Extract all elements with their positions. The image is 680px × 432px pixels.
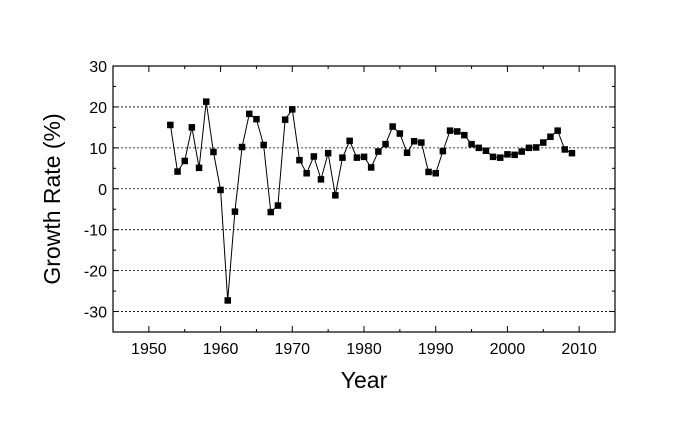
data-point xyxy=(296,156,303,164)
data-point xyxy=(324,149,332,157)
data-point xyxy=(561,146,568,153)
data-point xyxy=(367,164,375,171)
x-tick-label: 1990 xyxy=(418,341,454,358)
data-point xyxy=(224,297,231,304)
data-point xyxy=(210,148,217,156)
data-point xyxy=(246,110,253,118)
tick-label-layer: -30 -20 -10 0 10 20 30 1950 1960 1970 1980 1990 2000… xyxy=(84,59,597,358)
data-point xyxy=(504,151,511,158)
data-point xyxy=(540,139,547,146)
data-point xyxy=(260,141,267,149)
x-tick-label: 1960 xyxy=(203,341,239,358)
data-point xyxy=(511,151,518,159)
data-point xyxy=(217,186,224,194)
data-point xyxy=(547,133,554,140)
y-tick-label: 10 xyxy=(89,141,107,158)
data-point xyxy=(346,137,353,145)
data-point xyxy=(231,208,239,215)
x-tick-label: 1980 xyxy=(346,341,382,358)
data-point xyxy=(203,98,210,105)
data-point xyxy=(446,127,454,134)
data-point xyxy=(181,157,188,165)
data-point xyxy=(339,154,346,161)
data-point xyxy=(267,208,274,216)
data-point xyxy=(568,149,576,157)
data-point xyxy=(432,170,439,177)
x-tick-label: 1970 xyxy=(274,341,310,358)
data-point xyxy=(425,168,432,176)
data-point xyxy=(174,168,181,175)
data-point xyxy=(375,148,382,155)
data-point xyxy=(418,139,425,146)
y-tick-label: 0 xyxy=(98,182,107,199)
data-point xyxy=(518,148,525,155)
y-tick-label: 20 xyxy=(89,100,107,117)
data-point xyxy=(525,144,533,152)
x-tick-label: 1950 xyxy=(131,341,167,358)
marker-layer xyxy=(167,98,576,304)
data-point xyxy=(396,130,404,137)
data-point xyxy=(238,143,246,151)
tick-layer xyxy=(112,65,616,333)
data-point xyxy=(482,147,490,154)
y-tick-label: -10 xyxy=(84,223,107,240)
grid-layer xyxy=(113,106,615,312)
y-tick-label: -30 xyxy=(84,305,107,322)
data-point xyxy=(497,154,504,161)
data-point xyxy=(195,164,203,172)
data-point xyxy=(489,153,497,161)
data-point xyxy=(167,121,174,129)
x-axis-title: Year xyxy=(341,367,388,393)
data-point xyxy=(389,123,396,130)
data-point xyxy=(461,131,468,139)
data-point xyxy=(289,106,296,113)
data-point xyxy=(439,147,447,155)
y-tick-label: -20 xyxy=(84,264,107,281)
y-axis-title: Growth Rate (%) xyxy=(39,113,65,284)
data-point xyxy=(317,176,325,183)
x-tick-label: 2000 xyxy=(490,341,526,358)
data-point xyxy=(403,149,411,156)
data-point xyxy=(554,127,561,134)
data-point xyxy=(274,202,282,209)
data-point xyxy=(360,153,368,161)
data-point xyxy=(303,170,310,177)
data-point xyxy=(468,140,475,148)
data-point xyxy=(253,115,260,123)
data-point xyxy=(332,192,339,199)
y-tick-label: 30 xyxy=(89,59,107,76)
data-point xyxy=(454,128,461,135)
data-point xyxy=(382,140,389,148)
data-point xyxy=(310,153,318,160)
data-point xyxy=(353,154,361,161)
data-point xyxy=(475,144,482,152)
data-point xyxy=(281,116,289,123)
x-tick-label: 2010 xyxy=(561,341,597,358)
data-point xyxy=(532,144,540,151)
data-point xyxy=(410,138,418,145)
plot-frame xyxy=(112,65,616,333)
data-point xyxy=(188,124,196,131)
